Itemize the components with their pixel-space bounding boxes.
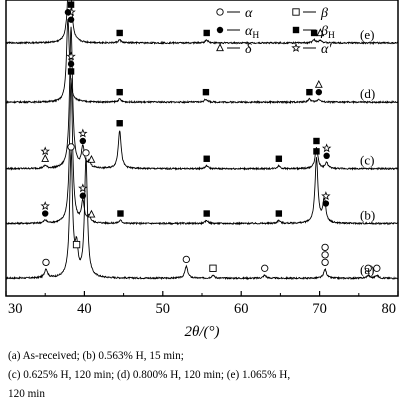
phase-marker-circle-filled	[42, 210, 49, 217]
legend-label: α	[245, 6, 253, 21]
phase-marker-square-filled	[313, 148, 320, 155]
phase-marker-star-open	[78, 128, 88, 138]
x-tick-label: 70	[312, 301, 327, 317]
phase-marker-square-open	[209, 264, 217, 272]
x-ticks: 30 40 50 60 70 80	[5, 291, 399, 317]
series-label: (d)	[360, 86, 375, 101]
legend-label: βH	[320, 24, 335, 41]
series-label-layer: (a) (b) (c) (d) (e)	[360, 27, 375, 277]
trace-b	[5, 78, 399, 226]
x-tick-label: 60	[234, 301, 249, 317]
phase-marker-triangle-open	[87, 209, 96, 218]
phase-marker-square-filled	[275, 210, 283, 217]
phase-marker-square-filled	[67, 1, 75, 8]
phase-marker-square-open	[72, 240, 81, 249]
phase-marker-square-filled	[310, 29, 318, 37]
legend-label-subscript: H	[328, 31, 335, 41]
legend-marker-triangle-open	[216, 43, 224, 52]
phase-marker-circle-open	[42, 258, 50, 267]
phase-marker-star-open	[40, 146, 50, 156]
legend-label: αH	[245, 24, 259, 41]
x-axis-label: 2θ/(°)	[184, 324, 219, 340]
x-tick-label: 80	[382, 301, 397, 317]
phase-marker-circle-open	[67, 143, 75, 151]
phase-marker-triangle-open	[87, 154, 96, 163]
xrd-chart: (a) (b) (c) (d) (e) 30 40 50 60 70 80 α β αH βH δ α′ 2…	[5, 0, 399, 340]
legend-marker-star-open	[291, 43, 301, 52]
x-tick-label: 50	[156, 301, 171, 317]
caption-line-1: (a) As-received; (b) 0.563% H, 15 min;	[8, 350, 184, 362]
legend-marker-square-open	[292, 8, 300, 16]
legend-label: α′	[321, 42, 332, 57]
trace-layer	[5, 0, 399, 281]
legend-label-subscript: H	[252, 31, 259, 41]
trace-a	[5, 149, 399, 281]
phase-marker-square-filled	[116, 120, 123, 127]
caption-line-3: 120 min	[8, 388, 45, 400]
plot-frame	[5, 0, 399, 297]
phase-marker-square-filled	[313, 137, 320, 145]
x-tick-label: 40	[77, 301, 92, 317]
phase-marker-square-filled	[203, 29, 210, 37]
phase-marker-circle-open	[182, 255, 190, 264]
phase-marker-circle-filled	[323, 152, 330, 159]
phase-marker-star-open	[321, 191, 331, 201]
phase-marker-circle-open	[261, 264, 269, 272]
phase-marker-circle-open	[82, 149, 90, 157]
phase-marker-circle-filled	[67, 16, 75, 23]
phase-marker-star-open	[78, 183, 88, 193]
phase-marker-square-filled	[116, 29, 123, 37]
phase-marker-circle-filled	[315, 88, 323, 96]
phase-marker-square-filled	[67, 68, 75, 75]
phase-marker-star-open	[66, 51, 76, 61]
phase-marker-square-filled	[203, 155, 210, 162]
phase-marker-circle-open	[321, 258, 329, 267]
legend-label: β	[320, 6, 328, 21]
series-label: (c)	[360, 153, 374, 168]
phase-marker-star-open	[40, 201, 50, 211]
phase-marker-circle-filled	[64, 9, 72, 16]
phase-marker-square-filled	[117, 210, 124, 217]
series-label: (b)	[360, 207, 375, 222]
phase-marker-star-open	[321, 143, 332, 153]
phase-marker-triangle-open	[314, 79, 323, 88]
legend-label: δ	[245, 42, 252, 57]
phase-marker-circle-open	[321, 251, 329, 259]
phase-marker-triangle-open	[41, 154, 50, 162]
phase-marker-circle-filled	[79, 137, 87, 145]
legend-marker-square-filled	[292, 26, 300, 34]
phase-marker-circle-open	[364, 264, 372, 272]
legend-marker-circle-open	[216, 8, 224, 16]
caption-line-2: (c) 0.625% H, 120 min; (d) 0.800% H, 120…	[8, 369, 291, 381]
phase-marker-square-filled	[202, 88, 210, 96]
trace-d	[5, 18, 399, 105]
phase-marker-square-filled	[203, 210, 210, 217]
marker-layer	[40, 1, 381, 272]
phase-marker-square-filled	[275, 155, 283, 162]
trace-c	[5, 26, 399, 171]
phase-marker-triangle-open	[316, 28, 325, 37]
series-label: (e)	[360, 27, 374, 42]
phase-marker-square-filled	[116, 88, 123, 96]
phase-marker-circle-filled	[322, 200, 330, 207]
phase-marker-square-filled	[306, 88, 313, 96]
phase-marker-circle-open	[321, 243, 329, 252]
phase-marker-circle-open	[373, 264, 381, 272]
phase-marker-circle-filled	[67, 60, 75, 68]
trace-e	[5, 0, 399, 46]
legend-marker-circle-filled	[216, 26, 224, 34]
phase-marker-circle-filled	[79, 192, 87, 199]
x-tick-label: 30	[8, 301, 23, 317]
series-label: (a)	[360, 262, 374, 277]
